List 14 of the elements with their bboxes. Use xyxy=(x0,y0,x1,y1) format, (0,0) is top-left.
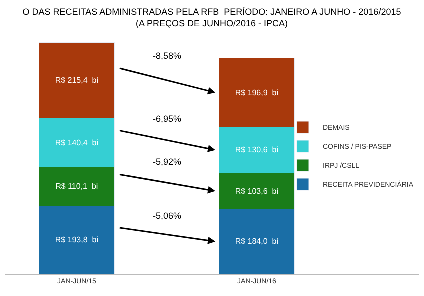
annotation: -5,06% xyxy=(153,211,182,221)
data-label: R$ 184,0 bi xyxy=(235,237,279,246)
data-label: R$ 193,8 bi xyxy=(55,236,99,245)
chart-subtitle: (A PREÇOS DE JUNHO/2016 - IPCA) xyxy=(136,18,288,28)
annotation: -8,58% xyxy=(153,51,182,61)
data-label: R$ 196,9 bi xyxy=(235,88,279,98)
data-label: R$ 130,6 bi xyxy=(235,146,279,155)
annotation: -5,92% xyxy=(153,157,182,167)
data-label: R$ 215,4 bi xyxy=(55,76,99,85)
data-label: R$ 103,6 bi xyxy=(235,186,279,196)
data-label: R$ 110,1 bi xyxy=(56,182,98,192)
annotation: -6,95% xyxy=(153,114,182,124)
chart-title: O DAS RECEITAS ADMINISTRADAS PELA RFB PERÍODO: JANEIRO A JUNHO - 2016/2015 xyxy=(22,6,402,17)
data-label: R$ 140,4 bi xyxy=(55,138,99,148)
